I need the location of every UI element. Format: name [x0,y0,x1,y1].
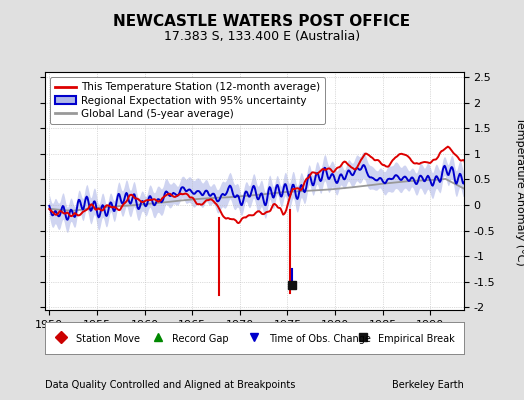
Text: Record Gap: Record Gap [172,334,229,344]
Text: Empirical Break: Empirical Break [378,334,454,344]
Text: 17.383 S, 133.400 E (Australia): 17.383 S, 133.400 E (Australia) [164,30,360,43]
Text: Data Quality Controlled and Aligned at Breakpoints: Data Quality Controlled and Aligned at B… [45,380,295,390]
Legend: This Temperature Station (12-month average), Regional Expectation with 95% uncer: This Temperature Station (12-month avera… [50,77,325,124]
Text: Berkeley Earth: Berkeley Earth [392,380,464,390]
Text: Station Move: Station Move [76,334,140,344]
Text: Time of Obs. Change: Time of Obs. Change [269,334,370,344]
Y-axis label: Temperature Anomaly (°C): Temperature Anomaly (°C) [515,117,524,265]
Text: NEWCASTLE WATERS POST OFFICE: NEWCASTLE WATERS POST OFFICE [113,14,411,29]
